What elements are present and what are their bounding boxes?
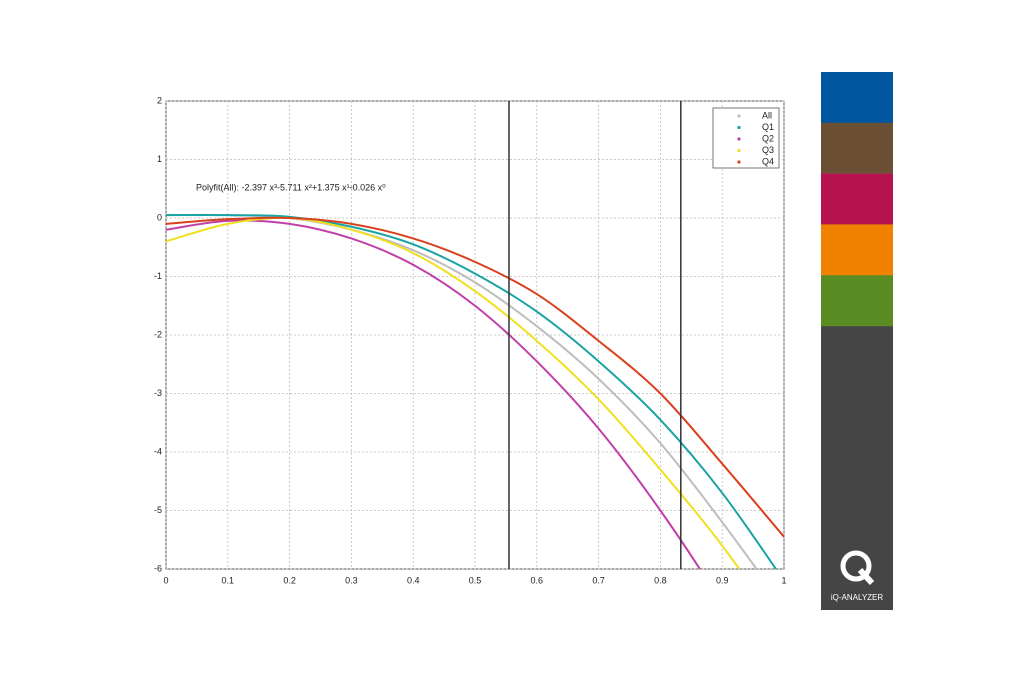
x-tick-label: 0.9 xyxy=(716,575,729,585)
y-tick-label: -2 xyxy=(154,329,162,339)
color-swatch xyxy=(821,224,893,276)
legend-marker xyxy=(737,137,741,141)
legend-marker xyxy=(737,148,741,153)
logo-icon xyxy=(840,550,875,586)
x-tick-label: 0.4 xyxy=(407,575,420,585)
y-tick-label: -4 xyxy=(154,446,162,456)
y-tick-label: 1 xyxy=(157,154,162,164)
legend-label: Q1 xyxy=(762,122,774,132)
legend-marker xyxy=(737,125,741,130)
series-line xyxy=(166,213,778,569)
legend-box xyxy=(712,107,780,169)
y-tick-label: -6 xyxy=(154,563,162,573)
x-tick-label: 1 xyxy=(781,575,786,585)
x-tick-label: 0.8 xyxy=(654,575,667,585)
legend-label: Q2 xyxy=(762,133,774,143)
plot-lines xyxy=(166,213,784,569)
x-tick-label: 0.6 xyxy=(531,575,544,585)
legend-label: Q3 xyxy=(762,145,774,155)
y-tick-label: -1 xyxy=(154,271,162,281)
color-swatch xyxy=(821,122,893,174)
annotation: Polyfit(All): -2.397 x³-5.711 x²+1.375 x… xyxy=(196,182,386,192)
sidebar: iQ-ANALYZER xyxy=(821,72,893,610)
legend-label: Q4 xyxy=(762,156,774,166)
legend-marker xyxy=(737,114,741,118)
y-tick-label: 0 xyxy=(157,212,162,222)
x-tick-label: 0.2 xyxy=(283,575,296,585)
sidebar-panel xyxy=(821,326,893,610)
series-line xyxy=(166,219,702,569)
color-swatch xyxy=(821,275,893,327)
y-tick-label: -5 xyxy=(154,505,162,515)
color-swatch xyxy=(821,72,893,123)
series-line xyxy=(166,216,784,538)
y-tick-label: 2 xyxy=(157,95,162,105)
x-tick-label: 0.7 xyxy=(592,575,605,585)
x-tick-label: 0.1 xyxy=(222,575,235,585)
x-tick-label: 0 xyxy=(163,575,168,585)
x-tick-label: 0.5 xyxy=(469,575,482,585)
logo-text: iQ-ANALYZER xyxy=(831,593,884,602)
x-tick-label: 0.3 xyxy=(345,575,358,585)
y-tick-label: -3 xyxy=(154,388,162,398)
legend-label: All xyxy=(762,110,772,120)
color-swatch xyxy=(821,173,893,225)
legend-marker xyxy=(737,160,741,164)
